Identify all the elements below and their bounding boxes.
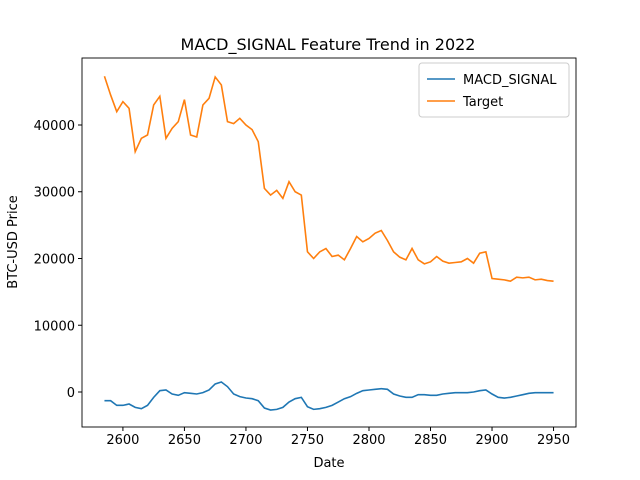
data-line	[104, 381, 554, 411]
legend-label: MACD_SIGNAL	[463, 73, 557, 88]
x-tick-label: 2800	[352, 433, 385, 448]
x-tick-label: 2600	[106, 433, 139, 448]
x-axis-label: Date	[313, 456, 344, 471]
y-tick-label: 40000	[34, 119, 75, 134]
x-tick-label: 2900	[475, 433, 508, 448]
y-tick-label: 20000	[34, 253, 75, 268]
x-tick-label: 2850	[414, 433, 447, 448]
x-tick-label: 2650	[168, 433, 201, 448]
y-tick-label: 10000	[34, 319, 75, 334]
plot-frame	[81, 57, 577, 428]
x-tick-label: 2950	[537, 433, 570, 448]
y-tick-label: 30000	[34, 186, 75, 201]
data-line	[103, 75, 554, 283]
legend-label: Target	[462, 95, 503, 110]
x-tick-label: 2700	[229, 433, 262, 448]
y-axis-label: BTC-USD Price	[6, 195, 21, 289]
y-tick-label: 0	[67, 386, 75, 401]
legend-box	[418, 62, 570, 118]
x-tick-label: 2750	[291, 433, 324, 448]
chart-title: MACD_SIGNAL Feature Trend in 2022	[181, 35, 476, 55]
